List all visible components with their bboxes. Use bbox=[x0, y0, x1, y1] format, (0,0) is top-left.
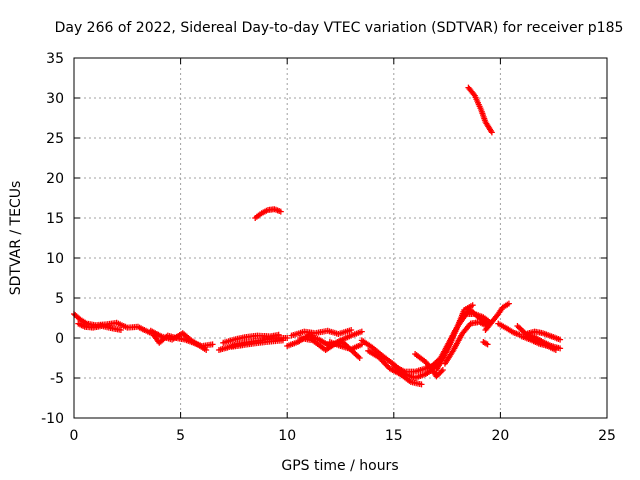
data-layer bbox=[71, 84, 564, 388]
data-track bbox=[252, 206, 284, 221]
y-tick-label: -5 bbox=[50, 371, 64, 387]
x-tick-label: 20 bbox=[491, 428, 509, 444]
x-tick-label: 25 bbox=[598, 428, 616, 444]
data-point bbox=[418, 381, 425, 388]
y-tick-label: 30 bbox=[46, 91, 64, 107]
y-tick-label: 10 bbox=[46, 251, 64, 267]
data-point bbox=[505, 300, 512, 307]
data-track bbox=[522, 328, 564, 343]
data-point bbox=[275, 331, 282, 338]
data-track bbox=[365, 347, 425, 388]
data-point bbox=[552, 347, 559, 353]
x-tick-label: 10 bbox=[278, 428, 296, 444]
y-tick-label: 15 bbox=[46, 211, 64, 227]
data-point bbox=[203, 347, 210, 353]
data-point bbox=[469, 302, 476, 309]
data-point bbox=[358, 328, 365, 335]
axis-ticks bbox=[73, 57, 608, 419]
data-track bbox=[482, 300, 512, 333]
data-track bbox=[480, 339, 491, 348]
y-tick-label: 20 bbox=[46, 171, 64, 187]
data-track bbox=[518, 333, 559, 353]
data-point bbox=[348, 327, 355, 333]
data-track bbox=[228, 337, 286, 350]
data-track bbox=[220, 331, 282, 346]
y-tick-label: 25 bbox=[46, 131, 64, 147]
y-tick-label: -10 bbox=[41, 411, 64, 427]
data-track bbox=[441, 319, 489, 367]
data-track bbox=[465, 84, 495, 136]
data-point bbox=[284, 335, 291, 341]
axis-tick-labels: 0 5 10 15 20 25 -10 -5 0 5 10 15 20 25 30 35 bbox=[41, 51, 616, 444]
x-axis-label: GPS time / hours bbox=[281, 458, 398, 474]
data-point bbox=[439, 367, 446, 373]
y-axis-label: SDTVAR / TECUs bbox=[8, 181, 24, 296]
x-tick-label: 5 bbox=[176, 428, 185, 444]
data-track bbox=[326, 339, 365, 353]
x-tick-label: 0 bbox=[70, 428, 79, 444]
data-track bbox=[288, 327, 355, 339]
data-point bbox=[557, 345, 564, 352]
plot-frame bbox=[73, 57, 608, 419]
grid-lines bbox=[74, 58, 607, 418]
y-tick-label: 35 bbox=[46, 51, 64, 67]
data-point bbox=[488, 129, 495, 136]
chart-title: Day 266 of 2022, Sidereal Day-to-day VTE… bbox=[55, 20, 624, 36]
y-tick-label: 0 bbox=[55, 331, 64, 347]
data-track bbox=[75, 320, 124, 333]
data-point bbox=[209, 341, 216, 348]
data-track bbox=[147, 327, 210, 353]
data-track bbox=[437, 302, 476, 365]
data-point bbox=[438, 368, 445, 375]
data-point bbox=[279, 337, 286, 344]
data-point bbox=[356, 355, 363, 361]
data-point bbox=[484, 341, 491, 348]
data-point bbox=[470, 91, 477, 98]
data-point bbox=[277, 208, 284, 215]
x-tick-label: 15 bbox=[385, 428, 403, 444]
data-point bbox=[557, 336, 564, 343]
y-tick-label: 5 bbox=[55, 291, 64, 307]
data-point bbox=[117, 327, 124, 333]
